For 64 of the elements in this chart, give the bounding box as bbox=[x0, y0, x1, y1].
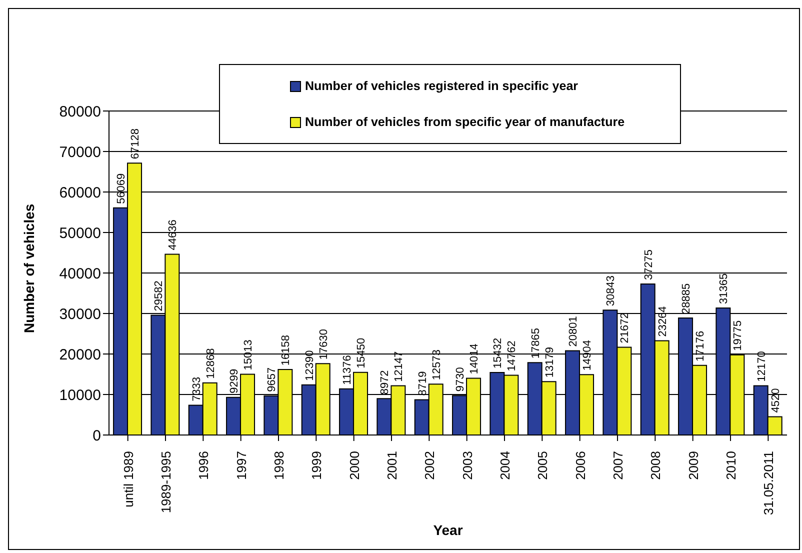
x-tick-label: 2002 bbox=[422, 451, 438, 480]
x-tick-label: 2009 bbox=[686, 451, 701, 480]
data-label: 21672 bbox=[619, 312, 632, 344]
data-label: 37275 bbox=[642, 249, 655, 280]
data-label: 56069 bbox=[116, 173, 128, 204]
data-label: 12170 bbox=[756, 351, 768, 382]
x-tick-label: 1997 bbox=[234, 451, 249, 480]
y-axis-title: Number of vehicles bbox=[20, 204, 37, 333]
y-tick-label: 60000 bbox=[59, 184, 101, 202]
legend-label: Number of vehicles registered in specific year bbox=[304, 79, 580, 93]
y-tick-label: 0 bbox=[92, 427, 101, 444]
x-tick-label: 1998 bbox=[272, 451, 286, 480]
data-label: 15432 bbox=[492, 338, 504, 368]
data-label: 29582 bbox=[153, 280, 166, 312]
y-tick-label: 40000 bbox=[59, 265, 101, 282]
data-label: 17630 bbox=[318, 329, 330, 360]
data-label: 28885 bbox=[680, 283, 693, 314]
data-label: 15450 bbox=[356, 338, 368, 368]
x-tick-label: 2003 bbox=[460, 451, 475, 480]
legend-label: Number of vehicles from specific year of manufacture bbox=[304, 115, 626, 129]
x-tick-label: 2005 bbox=[535, 451, 550, 480]
data-label: 12868 bbox=[204, 348, 217, 379]
data-label: 31365 bbox=[718, 273, 730, 304]
x-tick-label: 2007 bbox=[610, 451, 626, 480]
data-label: 44636 bbox=[167, 220, 180, 250]
x-tick-label: 2001 bbox=[384, 451, 400, 480]
y-tick-label: 10000 bbox=[59, 386, 101, 404]
data-label: 12390 bbox=[304, 350, 316, 381]
x-tick-label: 1989-1995 bbox=[158, 451, 174, 514]
data-label: 14762 bbox=[506, 340, 518, 372]
data-label: 12147 bbox=[393, 351, 406, 382]
data-label: 9730 bbox=[454, 367, 467, 392]
data-label: 7333 bbox=[190, 376, 203, 402]
x-tick-label: 31.05.2011 bbox=[761, 451, 776, 516]
x-tick-label: until 1989 bbox=[120, 451, 136, 508]
data-label: 16158 bbox=[280, 334, 292, 366]
y-tick-label: 80000 bbox=[59, 103, 101, 120]
data-label: 17176 bbox=[694, 330, 707, 362]
data-label: 9657 bbox=[266, 367, 278, 392]
data-label: 20801 bbox=[568, 316, 580, 347]
y-tick-label: 20000 bbox=[59, 346, 101, 364]
x-tick-label: 1996 bbox=[196, 451, 212, 480]
x-tick-label: 2000 bbox=[346, 451, 362, 480]
data-label: 13179 bbox=[544, 347, 556, 378]
x-tick-label: 2010 bbox=[724, 451, 738, 480]
data-label: 15013 bbox=[242, 340, 255, 370]
data-label: 9299 bbox=[228, 368, 241, 394]
x-tick-label: 2008 bbox=[648, 451, 664, 480]
data-label: 19775 bbox=[732, 320, 744, 351]
x-tick-label: 2006 bbox=[572, 451, 588, 480]
data-label: 67128 bbox=[130, 128, 142, 160]
y-tick-label: 30000 bbox=[59, 306, 101, 323]
y-tick-label: 50000 bbox=[59, 224, 101, 242]
data-label: 14014 bbox=[468, 344, 481, 374]
x-axis-title: Year bbox=[433, 522, 464, 538]
x-tick-label: 2004 bbox=[498, 451, 512, 480]
y-tick-label: 70000 bbox=[59, 144, 101, 161]
data-label: 11376 bbox=[342, 355, 354, 385]
data-label: 12573 bbox=[430, 349, 443, 380]
data-label: 4520 bbox=[770, 388, 782, 413]
data-label: 17865 bbox=[530, 328, 542, 359]
x-tick-label: 1999 bbox=[309, 451, 324, 480]
data-label: 8972 bbox=[379, 370, 392, 395]
data-label: 30843 bbox=[605, 275, 618, 306]
